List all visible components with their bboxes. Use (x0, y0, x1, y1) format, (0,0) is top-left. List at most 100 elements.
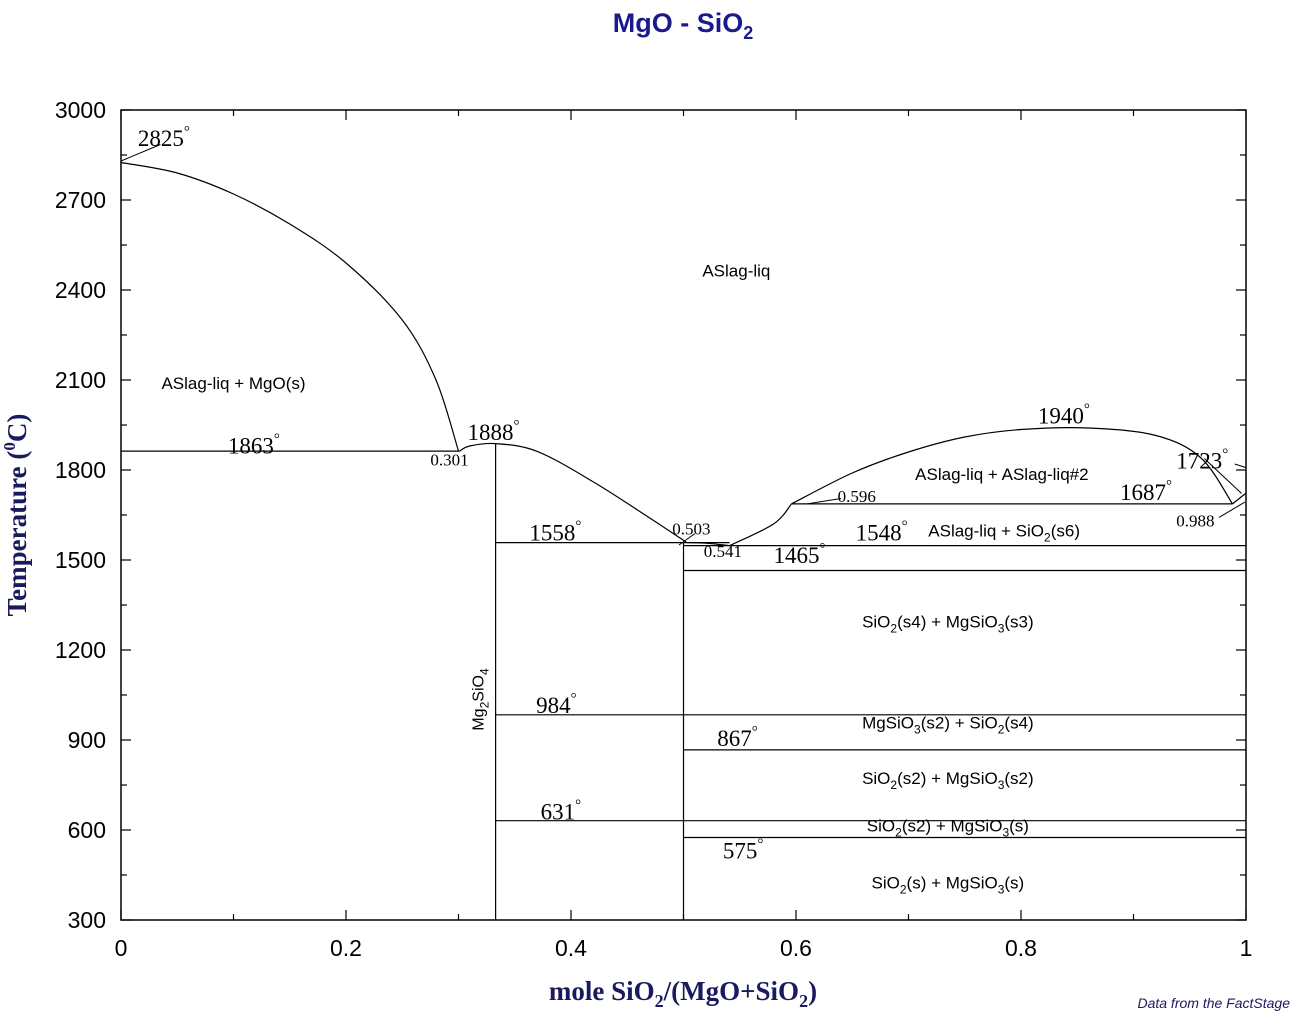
region-sio2-s2-mgsio3-s2-sub: 3 (998, 778, 1005, 792)
x-tick-label: 0 (115, 935, 128, 961)
region-sio2-s2-mgsio3-s-part: (s) (1009, 817, 1029, 836)
y-tick-label: 600 (68, 817, 106, 843)
temperature-label-1465: 1465° (774, 541, 826, 568)
y-tick-label: 2100 (55, 367, 106, 393)
x-tick-label: 0.4 (555, 935, 587, 961)
region-sio2-s4-mgsio3-s3-sub: 3 (998, 622, 1005, 636)
region-sio2-s2-mgsio3-s-part: SiO (867, 817, 895, 836)
region-sio2-s-mgsio3-s-sub: 3 (998, 883, 1005, 897)
region-mgsio3-s2-sio2-s4: MgSiO3​(s2) + SiO2​(s4) (862, 713, 1034, 736)
footer: Data from the FactStage (1137, 995, 1290, 1011)
region-sio2-s-mgsio3-s-part: SiO (872, 874, 900, 893)
footer-credit: Data from the FactStage (1137, 995, 1290, 1011)
temperature-label-1863: 1863° (228, 432, 280, 459)
region-sio2-s4-mgsio3-s3-part: (s4) + MgSiO (897, 613, 998, 632)
region-sio2-s2-mgsio3-s2-sub: 2 (890, 778, 897, 792)
region-sio2-s-mgsio3-s-part: (s) (1004, 874, 1024, 893)
region-liq-sio2-s6: ASlag-liq + SiO2​(s6) (928, 522, 1080, 545)
region-liq-liq2-part: ASlag-liq + ASlag-liq#2 (915, 465, 1088, 484)
composition-label: 0.541 (704, 542, 742, 561)
region-sio2-s2-mgsio3-s2: SiO2​(s2) + MgSiO3​(s2) (862, 769, 1034, 792)
region-mgsio3-s2-sio2-s4-part: MgSiO (862, 713, 914, 732)
temperature-label-631: 631° (541, 798, 582, 825)
boundary-liquidus-silica (729, 503, 792, 547)
x-label-part: /(MgO+SiO (663, 976, 799, 1006)
compound-label-mg2sio4-part: SiO (470, 675, 487, 702)
region-sio2-s4-mgsio3-s3: SiO2​(s4) + MgSiO3​(s3) (862, 613, 1034, 636)
temperature-value: 1723 (1176, 449, 1222, 474)
x-label-sub: 2 (655, 991, 664, 1011)
diagram-labels: 2825°1863° 1888°1558° 1548°1465°1940°1723°… (138, 124, 1228, 897)
composition-label: 0.988 (1176, 512, 1214, 531)
temperature-label-1940: 1940° (1038, 402, 1090, 429)
region-liq-sio2-s6-part: ASlag-liq + SiO (928, 522, 1044, 541)
temperature-label-1723: 1723° (1176, 447, 1228, 474)
x-tick-label: 0.2 (330, 935, 362, 961)
chart-title: MgO - SiO2 (613, 8, 754, 43)
degree-mark: ° (1166, 478, 1172, 494)
compound-label-mg2sio4-sub: 4 (477, 668, 491, 675)
x-tick-label: 1 (1240, 935, 1253, 961)
region-sio2-s-mgsio3-s-part: (s) + MgSiO (907, 874, 998, 893)
region-liq-liq2: ASlag-liq + ASlag-liq#2 (915, 465, 1088, 484)
region-mgsio3-s2-sio2-s4-sub: 3 (914, 722, 921, 736)
compound-label-mg2sio4: Mg2​SiO4​ (470, 668, 491, 731)
degree-mark: ° (752, 724, 758, 740)
composition-label: 0.596 (838, 487, 876, 506)
temperature-label-867: 867° (717, 724, 758, 751)
degree-mark: ° (902, 519, 908, 535)
boundary-liquidus-mgo (120, 161, 460, 452)
x-label-part: ) (808, 976, 817, 1006)
compound-label-mg2sio4-sub: 2 (477, 701, 491, 708)
phase-boundaries (120, 144, 1247, 920)
temperature-label-1687: 1687° (1120, 478, 1172, 505)
label-leader-line (1204, 458, 1242, 494)
label-leader-line (1218, 501, 1246, 518)
temperature-value: 1548 (856, 521, 902, 546)
temperature-label-1888: 1888° (468, 418, 520, 445)
region-sio2-s2-mgsio3-s-sub: 3 (1002, 826, 1009, 840)
y-tick-label: 2400 (55, 277, 106, 303)
y-tick-label: 900 (68, 727, 106, 753)
temperature-value: 1465 (774, 543, 820, 568)
y-tick-label: 3000 (55, 97, 106, 123)
temperature-label-984: 984° (536, 691, 577, 718)
label-leader-line (120, 144, 161, 162)
temperature-value: 867 (717, 726, 752, 751)
region-sio2-s4-mgsio3-s3-part: SiO (862, 613, 890, 632)
region-sio2-s2-mgsio3-s2-part: SiO (862, 769, 890, 788)
region-mgsio3-s2-sio2-s4-sub: 2 (998, 722, 1005, 736)
region-sio2-s-mgsio3-s: SiO2​(s) + MgSiO3​(s) (872, 874, 1025, 897)
region-liq-sio2-s6-sub: 2 (1044, 531, 1051, 545)
degree-mark: ° (820, 541, 826, 557)
axis-labels: mole SiO2/(MgO+SiO2)Temperature (0C) (0, 414, 817, 1011)
degree-mark: ° (571, 691, 577, 707)
y-label-sup: 0 (0, 442, 19, 451)
region-sio2-s2-mgsio3-s2-part: (s2) + MgSiO (897, 769, 998, 788)
region-sio2-s2-mgsio3-s-sub: 2 (895, 826, 902, 840)
degree-mark: ° (514, 418, 520, 434)
composition-label: 0.503 (672, 520, 710, 539)
temperature-value: 631 (541, 800, 576, 825)
y-tick-label: 300 (68, 907, 106, 933)
temperature-value: 1558 (529, 521, 575, 546)
region-sio2-s2-mgsio3-s-part: (s2) + MgSiO (902, 817, 1003, 836)
region-sio2-s2-mgsio3-s2-part: (s2) (1004, 769, 1033, 788)
degree-mark: ° (1084, 402, 1090, 418)
temperature-value: 984 (536, 693, 571, 718)
boundary-miscibility-gap (791, 427, 1233, 505)
region-sio2-s4-mgsio3-s3-sub: 2 (890, 622, 897, 636)
region-mgsio3-s2-sio2-s4-part: (s2) + SiO (921, 713, 998, 732)
y-tick-label: 1200 (55, 637, 106, 663)
temperature-label-575: 575° (723, 837, 764, 864)
x-tick-label: 0.6 (780, 935, 812, 961)
region-mgsio3-s2-sio2-s4-part: (s4) (1004, 713, 1033, 732)
degree-mark: ° (575, 798, 581, 814)
boundary-cristobalite-liquidus (1232, 492, 1247, 505)
x-tick-label: 0.8 (1005, 935, 1037, 961)
temperature-label-2825: 2825° (138, 124, 190, 151)
label-leader-line (678, 533, 696, 546)
degree-mark: ° (1222, 447, 1228, 463)
region-liq-mgo-part: ASlag-liq + MgO(s) (161, 374, 305, 393)
